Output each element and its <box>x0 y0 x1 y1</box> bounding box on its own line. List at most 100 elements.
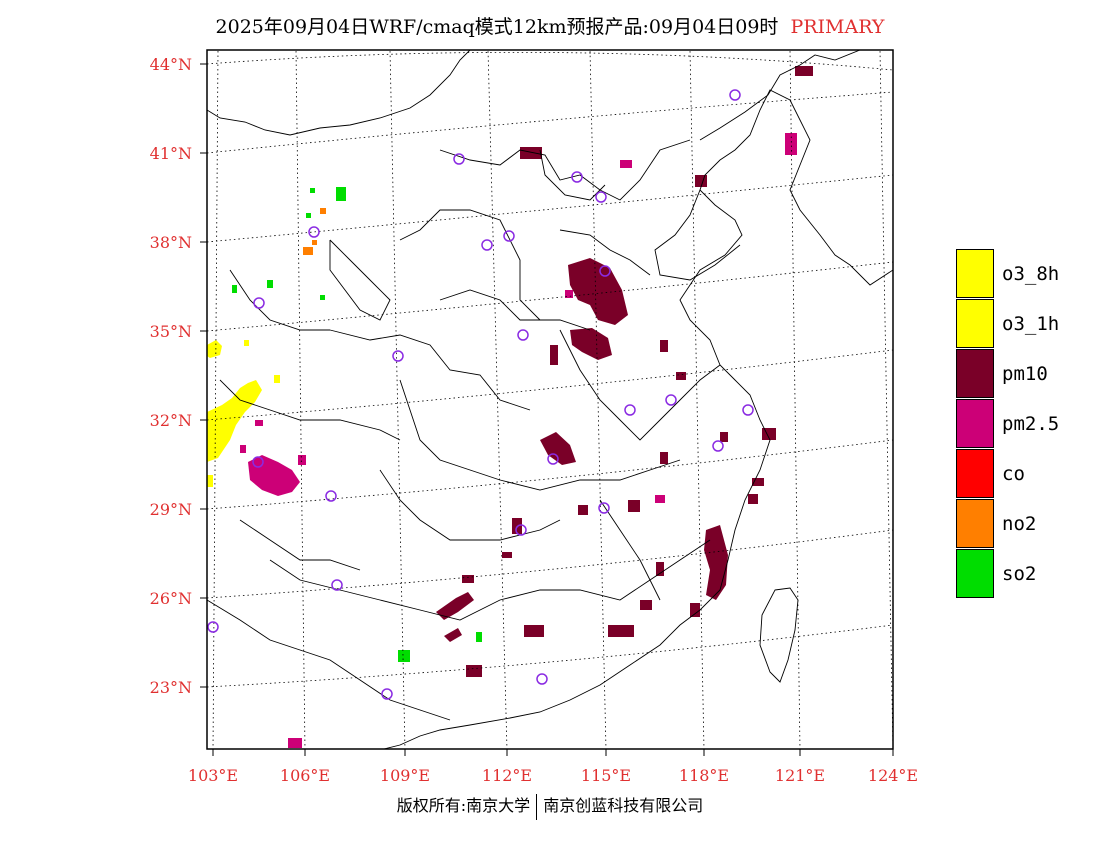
pm10-dot <box>462 575 474 583</box>
pm25-dot <box>255 420 263 426</box>
o3-dot <box>207 475 213 487</box>
province-border <box>559 229 651 276</box>
so2-dot <box>320 295 325 300</box>
legend-swatch <box>956 549 994 598</box>
station-markers <box>207 89 754 700</box>
o3-dot <box>274 375 280 383</box>
no2-dot <box>320 208 326 214</box>
axis-ticks <box>200 63 894 756</box>
northeast-border <box>699 50 861 141</box>
province-border <box>599 499 661 601</box>
bohai-coast <box>654 189 741 281</box>
graticule <box>207 50 893 749</box>
lon-label: 118°E <box>678 766 730 785</box>
footer-separator <box>536 793 538 820</box>
no2-dot <box>312 240 317 245</box>
title-text: 2025年09月04日WRF/cmaq模式12km预报产品:09月04日09时 <box>215 16 779 38</box>
province-border <box>207 599 451 721</box>
legend-swatch <box>956 299 994 348</box>
lat-label: 26°N <box>149 589 192 608</box>
lon-label: 109°E <box>379 766 431 785</box>
legend-swatch <box>956 449 994 498</box>
lon-label: 112°E <box>481 766 533 785</box>
province-border <box>229 269 330 331</box>
legend-item-pm10: pm10 <box>956 349 1080 399</box>
pm10-dot <box>795 66 813 76</box>
lat-label: 44°N <box>149 55 192 74</box>
pm25-dot <box>785 133 797 155</box>
province-border <box>399 379 681 491</box>
so2-dot <box>310 188 315 193</box>
lon-label: 106°E <box>279 766 331 785</box>
pm10-dot <box>466 665 482 677</box>
lon-label: 115°E <box>580 766 632 785</box>
province-border <box>379 469 561 541</box>
legend-item-o3-1h: o3_1h <box>956 299 1080 349</box>
lon-label: 103°E <box>187 766 239 785</box>
pm10-patch-central <box>570 328 612 360</box>
legend-swatch <box>956 399 994 448</box>
legend-item-so2: so2 <box>956 549 1080 599</box>
lat-label: 29°N <box>149 500 192 519</box>
copyright-left: 版权所有:南京大学 <box>396 796 531 815</box>
lat-label: 38°N <box>149 233 192 252</box>
legend-label: so2 <box>1002 563 1037 585</box>
legend-label: pm10 <box>1002 363 1048 385</box>
province-border <box>329 329 531 411</box>
legend-label: no2 <box>1002 513 1037 535</box>
legend-item-no2: no2 <box>956 499 1080 549</box>
pm10-patch-north-plain <box>568 258 628 325</box>
copyright-footer: 版权所有:南京大学 南京创蓝科技有限公司 <box>0 792 1100 820</box>
pm10-patch-hubei <box>540 432 576 465</box>
pm25-dot <box>620 160 632 168</box>
province-border <box>219 379 401 441</box>
pm10-dot <box>676 372 686 380</box>
legend-label: o3_8h <box>1002 263 1060 285</box>
mongolia-border <box>207 50 471 136</box>
o3-patch-west-2 <box>207 340 222 358</box>
o3-patch-west <box>207 380 262 462</box>
province-border <box>439 139 691 201</box>
pm10-dot <box>656 562 664 576</box>
pm10-dot <box>608 625 634 637</box>
pm10-dot <box>550 345 558 365</box>
so2-dot <box>336 187 346 201</box>
lat-label: 35°N <box>149 322 192 341</box>
pm10-dot <box>752 478 764 486</box>
lat-label: 41°N <box>149 144 192 163</box>
legend-item-pm25: pm2.5 <box>956 399 1080 449</box>
coastline <box>382 89 893 749</box>
legend-label: o3_1h <box>1002 313 1060 335</box>
province-border <box>329 239 391 321</box>
legend-swatch <box>956 349 994 398</box>
map-title: 2025年09月04日WRF/cmaq模式12km预报产品:09月04日09时 P… <box>0 12 1100 39</box>
pm10-dot <box>660 452 668 464</box>
so2-dot <box>398 650 410 662</box>
pm25-dot <box>240 445 246 453</box>
so2-dot <box>306 213 311 218</box>
lon-label: 124°E <box>867 766 919 785</box>
so2-dot <box>267 280 273 288</box>
pm10-dot <box>524 625 544 637</box>
taiwan <box>759 587 799 683</box>
legend-swatch <box>956 249 994 298</box>
province-border <box>439 289 591 331</box>
pm10-dot <box>720 432 728 442</box>
pm25-dot <box>565 290 573 298</box>
pm10-patch-guangxi-2 <box>444 628 462 642</box>
pm10-dot <box>502 552 512 558</box>
pm10-dot <box>690 603 700 617</box>
province-border <box>559 329 721 441</box>
boundaries <box>207 50 893 749</box>
pm25-patch-sichuan <box>248 455 300 496</box>
legend-label: pm2.5 <box>1002 413 1060 435</box>
lon-label: 121°E <box>774 766 826 785</box>
pm10-patch-guangxi <box>436 592 474 620</box>
primary-label: PRIMARY <box>790 16 885 38</box>
pm25-dot <box>655 495 665 503</box>
map-frame <box>206 49 894 750</box>
pm10-dot <box>748 494 758 504</box>
so2-dot <box>476 632 482 642</box>
pm10-patch-fujian <box>704 525 728 600</box>
